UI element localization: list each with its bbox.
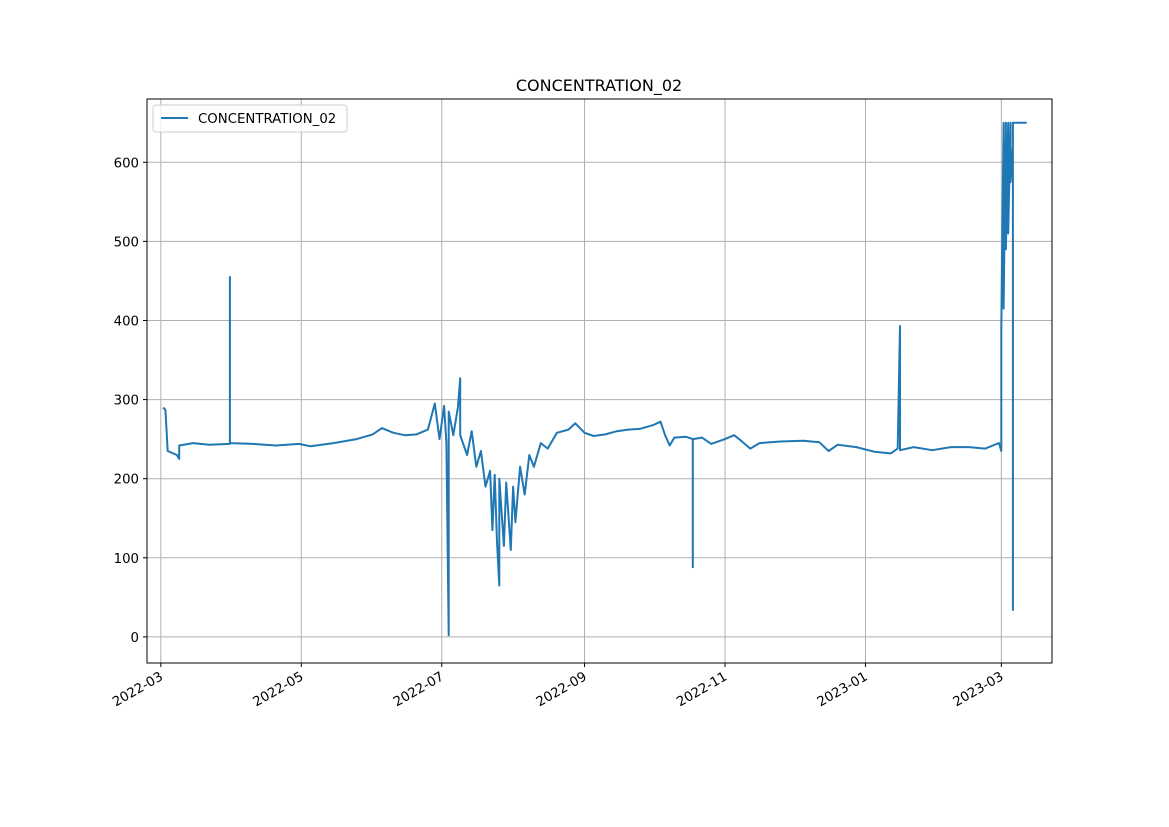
y-tick-label: 100	[114, 552, 139, 567]
series-line-1	[162, 121, 1027, 637]
y-tick-label: 300	[114, 394, 139, 409]
legend: CONCENTRATION_02	[152, 104, 348, 133]
y-tick-label: 500	[114, 235, 139, 250]
legend-label: CONCENTRATION_02	[198, 112, 336, 127]
y-tick-label: 0	[131, 631, 139, 646]
chart-title: CONCENTRATION_02	[516, 76, 682, 96]
y-tick-label: 200	[114, 473, 139, 488]
legend-frame	[152, 104, 348, 133]
plot-area	[162, 121, 1027, 637]
y-tick-label: 400	[114, 314, 139, 329]
grid-lines	[147, 99, 1052, 663]
y-tick-label: 600	[114, 156, 139, 171]
y-axis: 0 100 200 300 400 500 600	[114, 156, 147, 646]
axes-frame	[146, 98, 1053, 664]
